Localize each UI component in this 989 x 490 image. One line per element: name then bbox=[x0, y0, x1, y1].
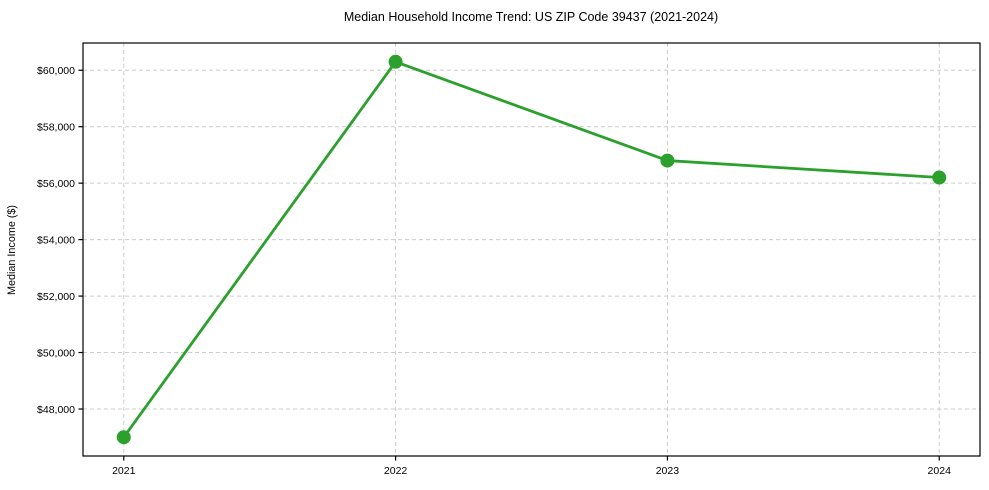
data-point-marker bbox=[388, 54, 403, 69]
y-tick-label: $52,000 bbox=[37, 291, 75, 303]
x-tick-label: 2021 bbox=[112, 465, 136, 477]
data-point-marker bbox=[932, 170, 947, 185]
gridlines bbox=[83, 43, 980, 456]
chart-title: Median Household Income Trend: US ZIP Co… bbox=[344, 10, 718, 24]
y-tick-label: $60,000 bbox=[37, 65, 75, 77]
trend-line bbox=[122, 60, 941, 439]
y-tick-label: $58,000 bbox=[37, 122, 75, 134]
x-tick-label: 2022 bbox=[384, 465, 408, 477]
y-tick-label: $48,000 bbox=[37, 404, 75, 416]
plot-border bbox=[82, 42, 981, 457]
y-tick-label: $50,000 bbox=[37, 347, 75, 359]
y-tick-label: $54,000 bbox=[37, 234, 75, 246]
y-tick-label: $56,000 bbox=[37, 178, 75, 190]
data-point-marker bbox=[660, 153, 675, 168]
data-series bbox=[116, 54, 947, 445]
data-point-marker bbox=[116, 430, 131, 445]
x-tick-label: 2024 bbox=[928, 465, 952, 477]
y-axis-label: Median Income ($) bbox=[6, 205, 18, 295]
axis-ticks bbox=[78, 69, 940, 461]
x-tick-label: 2023 bbox=[656, 465, 680, 477]
axis-tick-labels: $48,000 $50,000 $52,000 $54,000 $56,000 $58,0… bbox=[37, 65, 951, 477]
